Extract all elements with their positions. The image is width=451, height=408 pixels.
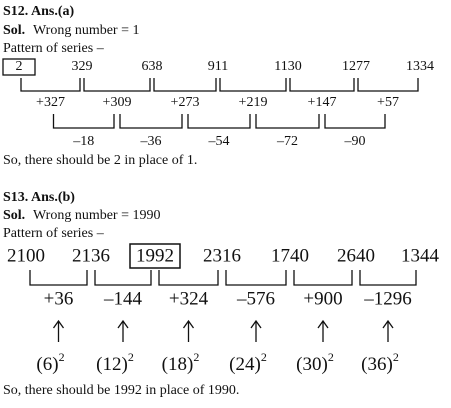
difference: +36	[44, 288, 74, 309]
square-exponent: 2	[261, 350, 267, 364]
difference: +147	[308, 95, 337, 110]
square: (18)2	[162, 350, 200, 376]
bracket	[153, 78, 217, 92]
wrong-term-box	[129, 243, 181, 269]
wrong-term-box	[2, 58, 36, 76]
term: 1130	[274, 59, 301, 74]
arrow-head	[317, 319, 329, 329]
second-difference: –18	[72, 134, 94, 149]
bracket	[119, 114, 183, 129]
square-base: (18)	[162, 354, 194, 375]
square: (6)2	[36, 350, 64, 376]
term: 638	[142, 59, 163, 74]
term: 911	[208, 59, 228, 74]
sol-text: Wrong number = 1	[33, 23, 139, 38]
term: 1992	[136, 245, 174, 266]
difference: +273	[171, 95, 200, 110]
bracket	[94, 270, 152, 286]
conclusion: So, there should be 2 in place of 1.	[3, 153, 197, 168]
square-exponent: 2	[128, 350, 134, 364]
term: 329	[72, 59, 93, 74]
sol-label: Sol.	[3, 23, 25, 38]
sol-label: Sol.	[3, 208, 25, 223]
square: (12)2	[96, 350, 134, 376]
bracket	[158, 270, 219, 286]
bracket	[293, 270, 353, 286]
pattern-label: Pattern of series –	[3, 226, 105, 241]
second-difference: –54	[208, 134, 230, 149]
bracket	[52, 114, 115, 129]
arrow-head	[382, 319, 394, 329]
bracket	[29, 270, 88, 286]
square: (36)2	[361, 350, 399, 376]
bracket	[187, 114, 251, 129]
square-base: (24)	[229, 354, 261, 375]
term: 2316	[203, 245, 241, 266]
term: 1740	[271, 245, 309, 266]
bracket	[359, 270, 417, 286]
difference: –144	[103, 288, 143, 309]
square-base: (12)	[96, 354, 128, 375]
bracket	[255, 114, 320, 129]
heading: S12. Ans.(a)	[3, 4, 75, 19]
square-exponent: 2	[193, 350, 199, 364]
difference: +327	[36, 95, 65, 110]
difference: +309	[103, 95, 132, 110]
heading: S13. Ans.(b)	[3, 190, 75, 205]
square-base: (6)	[36, 354, 58, 375]
term: 1334	[406, 59, 434, 74]
square-base: (36)	[361, 354, 393, 375]
difference: –576	[236, 288, 275, 309]
bracket	[324, 114, 386, 129]
square: (24)2	[229, 350, 267, 376]
term: 1344	[401, 245, 440, 266]
square: (30)2	[296, 350, 334, 376]
square-exponent: 2	[59, 350, 65, 364]
pattern-label: Pattern of series –	[3, 41, 105, 56]
square-base: (30)	[296, 354, 328, 375]
second-difference: –72	[276, 134, 298, 149]
square-exponent: 2	[328, 350, 334, 364]
difference: +900	[303, 288, 342, 309]
term: 2136	[72, 245, 110, 266]
term: 2640	[337, 245, 375, 266]
second-difference: –90	[344, 134, 366, 149]
bracket	[357, 78, 419, 92]
second-difference: –36	[140, 134, 162, 149]
term: 2	[16, 59, 23, 74]
bracket	[20, 78, 81, 92]
arrow-head	[52, 319, 65, 329]
difference: +219	[239, 95, 268, 110]
square-exponent: 2	[393, 350, 399, 364]
bracket	[83, 78, 151, 92]
difference: –1296	[363, 288, 412, 309]
term: 1277	[342, 59, 370, 74]
term: 2100	[7, 245, 45, 266]
bracket	[225, 270, 287, 286]
arrow-head	[250, 319, 262, 329]
arrow-head	[117, 319, 129, 329]
sol-text: Wrong number = 1990	[33, 208, 160, 223]
difference: +57	[377, 95, 399, 110]
arrow-head	[182, 319, 195, 329]
difference: +324	[169, 288, 209, 309]
bracket	[219, 78, 287, 92]
conclusion: So, there should be 1992 in place of 199…	[3, 383, 239, 398]
bracket	[289, 78, 355, 92]
